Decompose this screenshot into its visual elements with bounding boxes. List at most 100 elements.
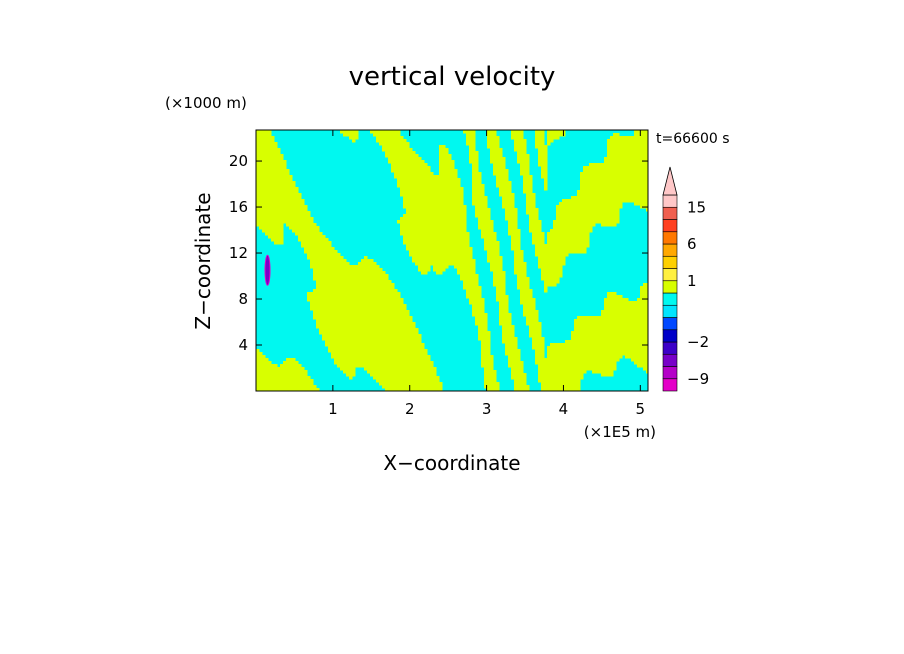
colorbar-segment — [662, 341, 678, 355]
updraft-band — [520, 361, 524, 391]
updraft-band — [544, 244, 548, 293]
updraft-band — [397, 292, 401, 391]
updraft-band — [370, 130, 374, 134]
x-unit-label: (×1E5 m) — [584, 423, 656, 441]
updraft-band — [556, 130, 560, 140]
updraft-band — [628, 301, 632, 359]
updraft-band — [319, 232, 323, 335]
updraft-band — [595, 163, 599, 224]
updraft-band — [406, 310, 410, 391]
updraft-band — [304, 370, 308, 391]
updraft-band — [388, 280, 392, 391]
updraft-band — [559, 343, 563, 391]
updraft-band — [397, 220, 401, 224]
updraft-band — [400, 217, 404, 236]
y-tick-label: 4 — [238, 336, 248, 354]
updraft-band — [493, 232, 497, 287]
updraft-band — [310, 292, 314, 311]
updraft-band — [265, 130, 269, 236]
updraft-band — [562, 343, 566, 391]
updraft-band — [520, 130, 524, 176]
updraft-band — [637, 298, 641, 368]
colorbar-segment — [662, 292, 678, 306]
updraft-band — [517, 229, 521, 290]
updraft-band — [274, 142, 278, 245]
y-tick-label: 8 — [238, 290, 248, 308]
updraft-band — [613, 133, 617, 227]
updraft-band — [391, 283, 395, 391]
updraft-band — [547, 232, 551, 287]
updraft-band — [529, 289, 533, 338]
updraft-band — [436, 376, 440, 391]
plot-frame — [255, 129, 649, 392]
updraft-band — [385, 274, 389, 391]
updraft-band — [535, 130, 539, 149]
updraft-band — [544, 145, 548, 191]
updraft-band — [496, 382, 500, 391]
updraft-band — [298, 364, 302, 391]
updraft-band — [418, 157, 422, 272]
updraft-band — [298, 193, 302, 242]
updraft-band — [553, 220, 557, 287]
updraft-band — [538, 322, 542, 383]
colorbar-segment — [662, 353, 678, 367]
updraft-band — [592, 316, 596, 374]
updraft-band — [505, 169, 509, 221]
updraft-band — [313, 385, 317, 391]
updraft-band — [457, 178, 461, 275]
updraft-band — [643, 130, 647, 209]
updraft-band — [322, 235, 326, 341]
updraft-band — [301, 367, 305, 391]
updraft-band — [508, 313, 512, 368]
updraft-band — [502, 271, 506, 344]
updraft-band — [619, 136, 623, 209]
updraft-band — [571, 196, 575, 254]
updraft-band — [505, 295, 509, 356]
updraft-band — [580, 316, 584, 380]
updraft-band — [349, 265, 353, 380]
updraft-band — [271, 364, 275, 391]
updraft-band — [523, 373, 527, 391]
updraft-band — [394, 130, 398, 179]
updraft-band — [490, 130, 494, 164]
updraft-band — [574, 196, 578, 254]
updraft-band — [571, 331, 575, 391]
updraft-band — [538, 220, 542, 269]
updraft-band — [607, 139, 611, 227]
updraft-band — [514, 130, 518, 152]
updraft-band — [379, 130, 383, 146]
updraft-band — [310, 217, 314, 269]
x-tick-label: 4 — [559, 400, 569, 418]
updraft-band — [400, 298, 404, 391]
updraft-band — [601, 310, 605, 377]
updraft-band — [634, 301, 638, 365]
updraft-band — [466, 232, 470, 299]
updraft-band — [382, 271, 386, 389]
updraft-band — [589, 163, 593, 233]
updraft-band — [604, 157, 608, 227]
colorbar-segment — [662, 378, 678, 392]
updraft-band — [316, 388, 320, 391]
y-unit-label: (×1000 m) — [165, 94, 247, 112]
updraft-band — [481, 298, 485, 368]
updraft-band — [517, 349, 521, 391]
updraft-band — [493, 130, 497, 176]
updraft-band — [370, 259, 374, 377]
colorbar-extend-arrow — [662, 166, 678, 196]
updraft-band — [526, 154, 530, 215]
updraft-band — [280, 364, 284, 391]
updraft-band — [373, 130, 377, 137]
updraft-band — [382, 130, 386, 152]
updraft-band — [373, 262, 377, 380]
colorbar-label: 6 — [687, 235, 697, 253]
updraft-band — [391, 130, 395, 173]
updraft-band — [280, 154, 284, 245]
updraft-band — [403, 304, 407, 391]
updraft-band — [646, 283, 648, 374]
updraft-band — [262, 355, 266, 391]
updraft-band — [547, 346, 551, 391]
updraft-band — [259, 352, 263, 391]
updraft-band — [523, 262, 527, 317]
updraft-band — [496, 136, 500, 188]
updraft-band — [427, 166, 431, 272]
